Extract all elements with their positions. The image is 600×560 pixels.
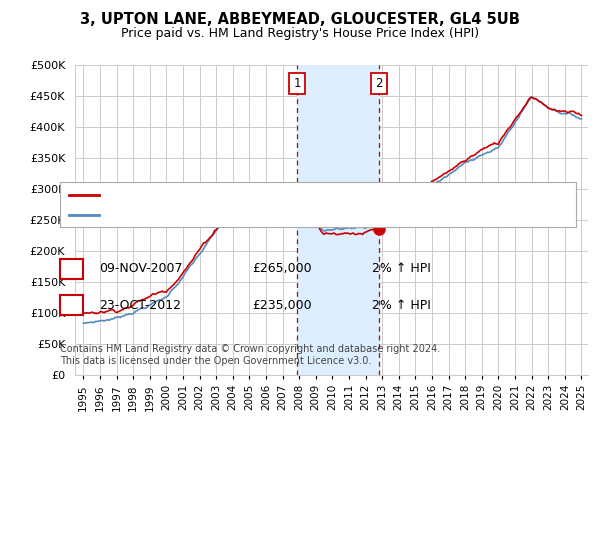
Text: HPI: Average price, detached house, Gloucester: HPI: Average price, detached house, Glou… — [103, 209, 370, 220]
Text: 2: 2 — [375, 77, 383, 90]
Text: 1: 1 — [67, 262, 76, 276]
Text: 3, UPTON LANE, ABBEYMEAD, GLOUCESTER, GL4 5UB: 3, UPTON LANE, ABBEYMEAD, GLOUCESTER, GL… — [80, 12, 520, 27]
Text: 1: 1 — [293, 77, 301, 90]
Text: 2: 2 — [67, 298, 76, 312]
Text: 09-NOV-2007: 09-NOV-2007 — [99, 262, 182, 276]
Text: Price paid vs. HM Land Registry's House Price Index (HPI): Price paid vs. HM Land Registry's House … — [121, 27, 479, 40]
Text: £235,000: £235,000 — [252, 298, 311, 312]
Text: Contains HM Land Registry data © Crown copyright and database right 2024.
This d: Contains HM Land Registry data © Crown c… — [60, 344, 440, 366]
Text: 2% ↑ HPI: 2% ↑ HPI — [372, 298, 431, 312]
Text: 3, UPTON LANE, ABBEYMEAD, GLOUCESTER, GL4 5UB (detached house): 3, UPTON LANE, ABBEYMEAD, GLOUCESTER, GL… — [103, 189, 504, 199]
Text: £265,000: £265,000 — [252, 262, 311, 276]
Bar — [297, 65, 379, 375]
Text: 2% ↑ HPI: 2% ↑ HPI — [372, 262, 431, 276]
Text: 23-OCT-2012: 23-OCT-2012 — [99, 298, 181, 312]
